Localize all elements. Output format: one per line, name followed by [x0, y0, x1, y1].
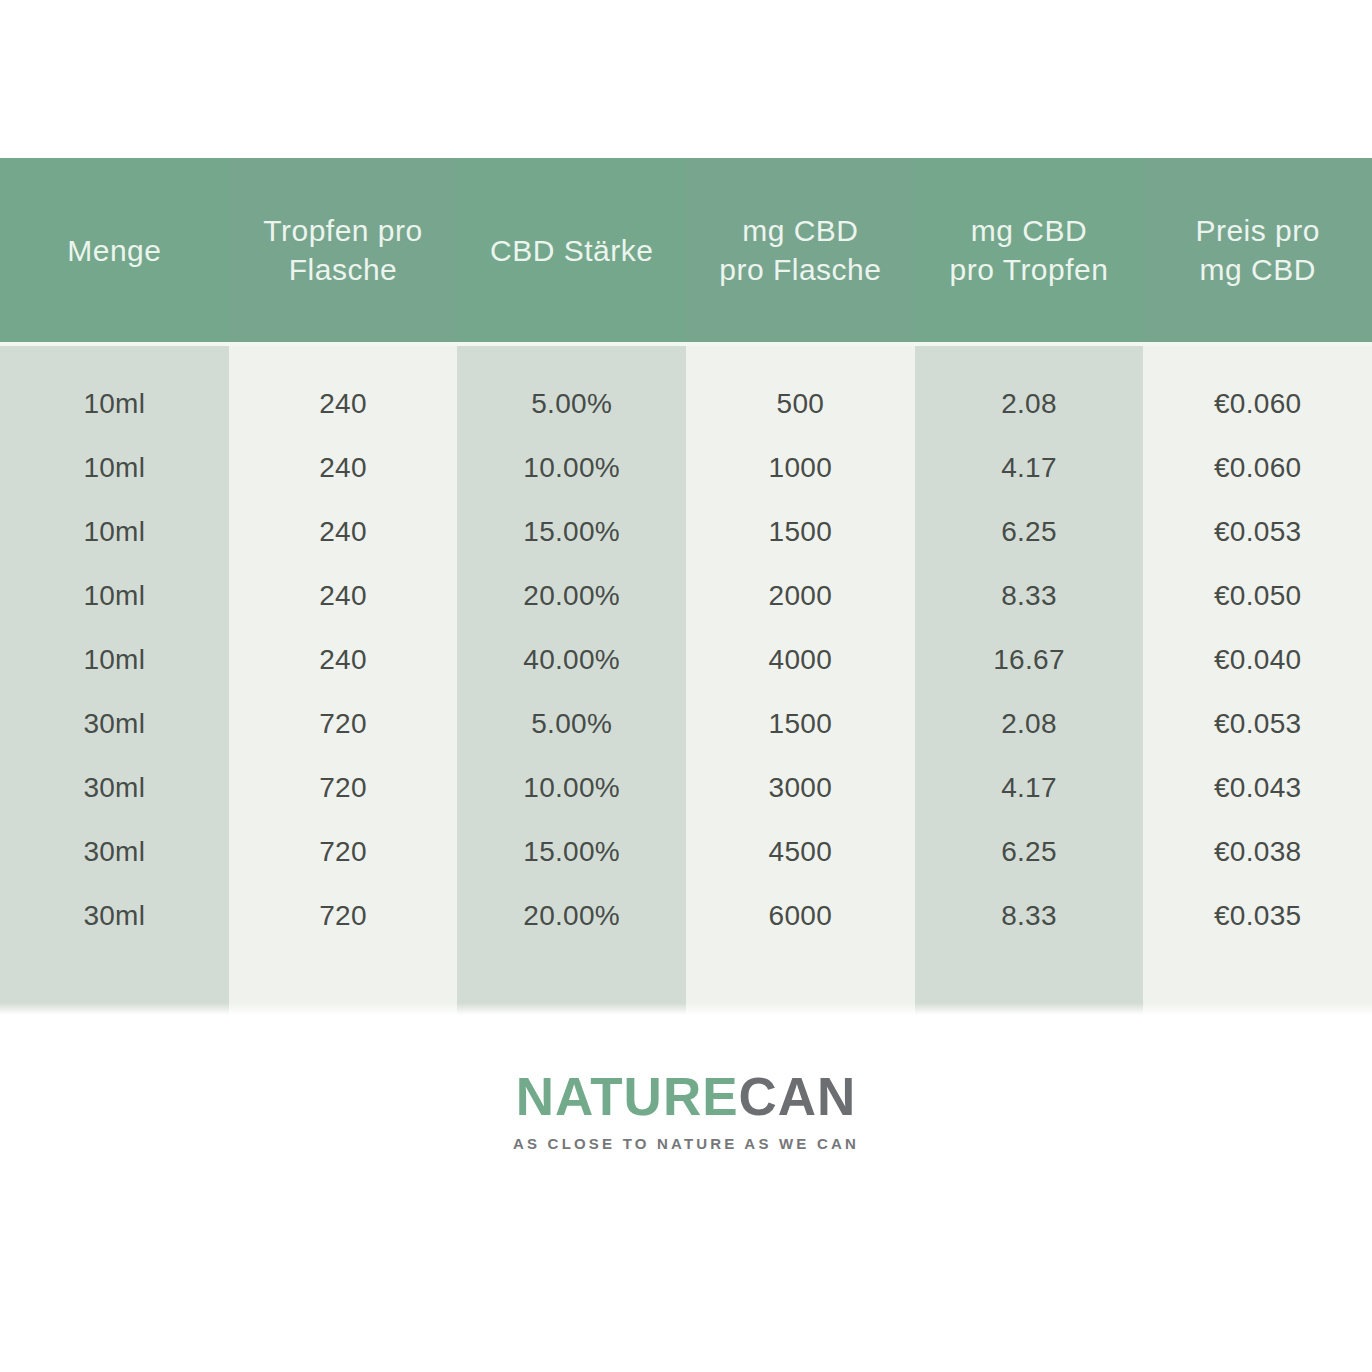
table-column: Menge10ml10ml10ml10ml10ml30ml30ml30ml30m… [0, 158, 229, 1015]
column-header: mg CBD pro Tropfen [915, 158, 1144, 342]
table-cell: 20.00% [457, 884, 686, 948]
table-cell: 4000 [686, 628, 915, 692]
column-header: mg CBD pro Flasche [686, 158, 915, 342]
table-cell: €0.043 [1143, 756, 1372, 820]
table-cell: €0.040 [1143, 628, 1372, 692]
table-cell: 8.33 [915, 884, 1144, 948]
table-cell: 10ml [0, 436, 229, 500]
table-cell: 30ml [0, 756, 229, 820]
table-cell: 10ml [0, 628, 229, 692]
table-cell: 1500 [686, 692, 915, 756]
table-cell: €0.035 [1143, 884, 1372, 948]
table-cell: 10.00% [457, 756, 686, 820]
logo-text-nature: NATURE [516, 1067, 739, 1126]
column-header: Menge [0, 158, 229, 342]
table-cell: 5.00% [457, 372, 686, 436]
table-cell: 15.00% [457, 820, 686, 884]
table-cell: 4500 [686, 820, 915, 884]
table-cell: €0.053 [1143, 692, 1372, 756]
table-cell: 10.00% [457, 436, 686, 500]
column-body: 50010001500200040001500300045006000 [686, 342, 915, 1015]
table-cell: 8.33 [915, 564, 1144, 628]
table-cell: 2000 [686, 564, 915, 628]
logo-tagline: AS CLOSE TO NATURE AS WE CAN [0, 1135, 1372, 1152]
table-cell: €0.038 [1143, 820, 1372, 884]
column-header: Tropfen pro Flasche [229, 158, 458, 342]
table-cell: €0.050 [1143, 564, 1372, 628]
cbd-price-table: Menge10ml10ml10ml10ml10ml30ml30ml30ml30m… [0, 158, 1372, 1015]
table-cell: 30ml [0, 884, 229, 948]
table-cell: 5.00% [457, 692, 686, 756]
table-cell: 1000 [686, 436, 915, 500]
column-body: 2.084.176.258.3316.672.084.176.258.33 [915, 342, 1144, 1015]
table-cell: €0.060 [1143, 372, 1372, 436]
table-cell: €0.060 [1143, 436, 1372, 500]
column-body: 5.00%10.00%15.00%20.00%40.00%5.00%10.00%… [457, 342, 686, 1015]
column-body: 10ml10ml10ml10ml10ml30ml30ml30ml30ml [0, 342, 229, 1015]
logo-wordmark: NATURECAN [0, 1068, 1372, 1126]
table-column: Preis pro mg CBD€0.060€0.060€0.053€0.050… [1143, 158, 1372, 1015]
table-cell: 720 [229, 884, 458, 948]
table-cell: 10ml [0, 564, 229, 628]
table-cell: 40.00% [457, 628, 686, 692]
table-cell: 500 [686, 372, 915, 436]
table-cell: 6.25 [915, 820, 1144, 884]
table-cell: 6000 [686, 884, 915, 948]
column-header: Preis pro mg CBD [1143, 158, 1372, 342]
table-cell: 240 [229, 564, 458, 628]
table-cell: 240 [229, 372, 458, 436]
table-cell: 4.17 [915, 756, 1144, 820]
table-cell: 1500 [686, 500, 915, 564]
table-cell: 720 [229, 820, 458, 884]
table-cell: €0.053 [1143, 500, 1372, 564]
naturecan-logo: NATURECAN AS CLOSE TO NATURE AS WE CAN [0, 1068, 1372, 1152]
table-cell: 720 [229, 756, 458, 820]
table-cell: 10ml [0, 372, 229, 436]
column-header: CBD Stärke [457, 158, 686, 342]
table-cell: 720 [229, 692, 458, 756]
table-cell: 240 [229, 500, 458, 564]
table-cell: 2.08 [915, 372, 1144, 436]
table-column: mg CBD pro Flasche5001000150020004000150… [686, 158, 915, 1015]
table-cell: 240 [229, 436, 458, 500]
infographic-canvas: Menge10ml10ml10ml10ml10ml30ml30ml30ml30m… [0, 0, 1372, 1372]
table-cell: 2.08 [915, 692, 1144, 756]
table-cell: 3000 [686, 756, 915, 820]
table-column: mg CBD pro Tropfen2.084.176.258.3316.672… [915, 158, 1144, 1015]
table-cell: 30ml [0, 820, 229, 884]
table-cell: 10ml [0, 500, 229, 564]
table-column: CBD Stärke5.00%10.00%15.00%20.00%40.00%5… [457, 158, 686, 1015]
table-column: Tropfen pro Flasche240240240240240720720… [229, 158, 458, 1015]
table-cell: 20.00% [457, 564, 686, 628]
logo-text-can: CAN [739, 1067, 857, 1126]
table-cell: 240 [229, 628, 458, 692]
table-cell: 30ml [0, 692, 229, 756]
table-cell: 4.17 [915, 436, 1144, 500]
column-body: €0.060€0.060€0.053€0.050€0.040€0.053€0.0… [1143, 342, 1372, 1015]
column-body: 240240240240240720720720720 [229, 342, 458, 1015]
table-cell: 16.67 [915, 628, 1144, 692]
table-cell: 15.00% [457, 500, 686, 564]
table-cell: 6.25 [915, 500, 1144, 564]
